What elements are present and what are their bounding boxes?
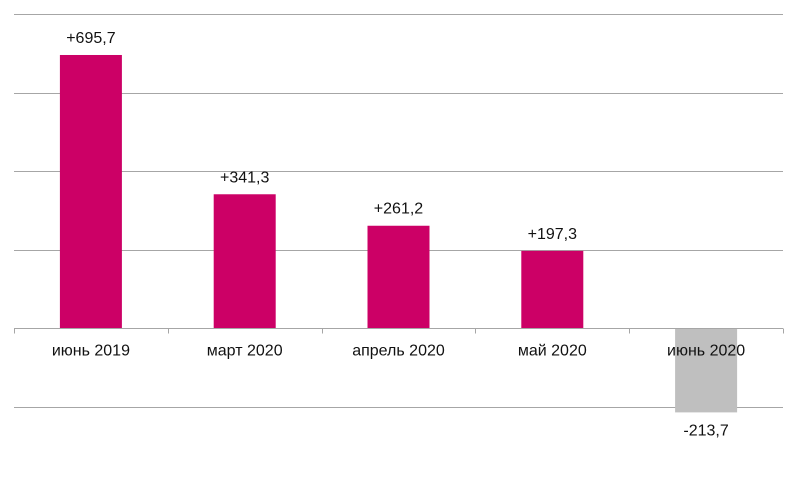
bar-1 (213, 194, 276, 329)
x-axis (14, 328, 784, 334)
bars (59, 54, 738, 413)
category-label-0: июнь 2019 (52, 342, 130, 359)
bar-2 (367, 225, 430, 329)
bar-4 (675, 328, 738, 413)
category-label-1: март 2020 (207, 342, 283, 359)
gridlines (14, 14, 783, 408)
bar-0 (59, 54, 122, 329)
data-label-0: +695,7 (66, 30, 115, 47)
category-label-2: апрель 2020 (352, 342, 445, 359)
data-label-4: -213,7 (683, 422, 728, 439)
category-label-4: июнь 2020 (667, 342, 745, 359)
category-label-3: май 2020 (518, 342, 587, 359)
category-labels: июнь 2019 март 2020 апрель 2020 май 2020 июн… (52, 342, 745, 359)
data-labels: +695,7 +341,3 +261,2 +197,3 -213,7 (66, 30, 729, 439)
data-label-1: +341,3 (220, 169, 269, 186)
data-label-2: +261,2 (374, 201, 423, 218)
data-label-3: +197,3 (528, 226, 577, 243)
bar-3 (521, 250, 584, 329)
